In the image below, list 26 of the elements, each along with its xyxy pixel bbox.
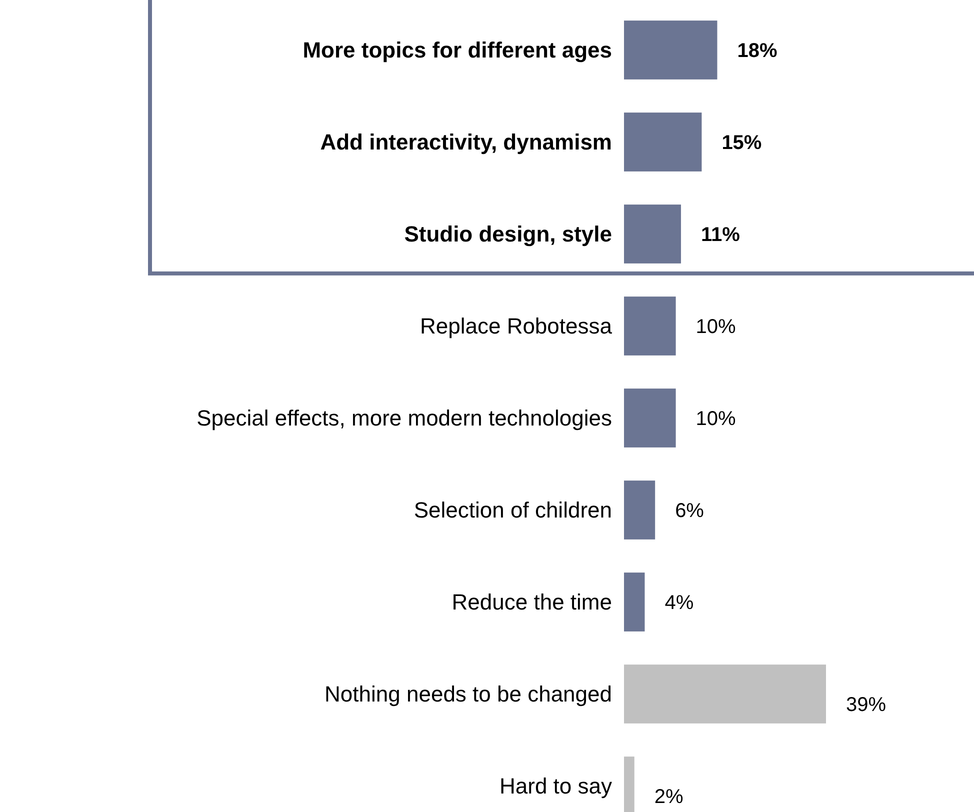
y-tick-label: Nothing needs to be changed	[324, 682, 612, 707]
bar	[624, 388, 676, 448]
data-label: 6%	[675, 500, 704, 522]
data-label: 11%	[700, 224, 740, 246]
data-label: 2%	[654, 786, 684, 808]
y-tick-label: Reduce the time	[452, 590, 612, 615]
data-label: 10%	[696, 408, 736, 430]
data-label: 39%	[846, 694, 886, 716]
y-tick-label: Special effects, more modern technologies	[196, 406, 612, 431]
y-tick-label: Hard to say	[500, 774, 612, 799]
bar	[624, 572, 645, 632]
y-tick-label: Studio design, style	[404, 222, 612, 247]
bar	[624, 204, 681, 264]
y-tick-label: Add interactivity, dynamism	[320, 130, 612, 155]
data-label: 10%	[696, 316, 736, 338]
bar	[624, 20, 718, 80]
bar	[624, 112, 702, 172]
data-label: 4%	[664, 592, 694, 614]
y-tick-label: More topics for different ages	[302, 38, 612, 63]
data-label: 15%	[722, 132, 762, 154]
y-tick-label: Replace Robotessa	[420, 314, 613, 339]
bar	[624, 664, 826, 724]
bar	[624, 296, 676, 356]
y-tick-label: Selection of children	[414, 498, 612, 523]
data-label: 18%	[737, 40, 778, 62]
bar	[624, 480, 656, 540]
